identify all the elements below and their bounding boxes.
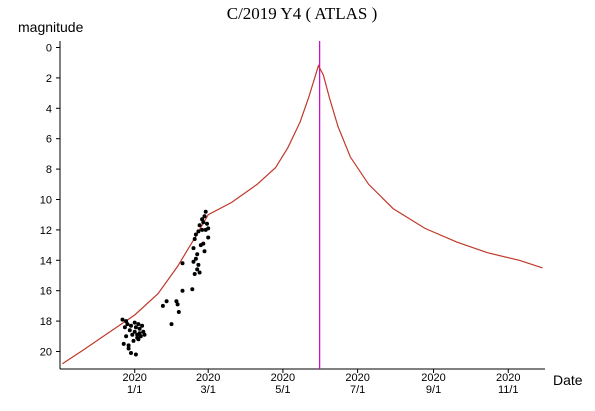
x-tick-label-date: 9/1 xyxy=(426,384,441,396)
observation-point xyxy=(197,223,202,228)
observation-point xyxy=(142,332,147,337)
observation-point xyxy=(206,226,211,231)
observation-point xyxy=(140,323,145,328)
observation-point xyxy=(201,241,206,246)
x-tick-label-date: 7/1 xyxy=(350,384,365,396)
predicted-magnitude-curve xyxy=(62,64,543,365)
x-tick-label-year: 2020 xyxy=(421,372,445,384)
y-tick-label: 0 xyxy=(46,43,52,55)
x-axis-label: Date xyxy=(553,372,583,388)
observation-point xyxy=(141,329,146,334)
observation-point xyxy=(192,237,197,241)
observation-point xyxy=(132,320,137,325)
observation-point xyxy=(193,232,198,237)
observation-point xyxy=(120,317,125,322)
y-tick-label: 14 xyxy=(40,255,52,267)
x-ticks: 20201/120203/120205/120207/120209/120201… xyxy=(122,369,520,396)
y-tick-label: 16 xyxy=(40,286,52,298)
x-tick-label-date: 3/1 xyxy=(201,384,216,396)
observation-point xyxy=(133,352,138,357)
observation-point xyxy=(200,227,205,232)
observation-point xyxy=(129,323,133,328)
observation-point xyxy=(202,249,207,254)
observation-point xyxy=(195,267,200,272)
observation-point xyxy=(192,272,197,276)
observation-point xyxy=(205,221,209,226)
observation-point xyxy=(121,341,126,346)
observation-point xyxy=(136,337,141,342)
observation-point xyxy=(124,319,129,324)
observation-point xyxy=(124,334,129,339)
observation-point xyxy=(196,262,201,267)
x-tick-label-year: 2020 xyxy=(345,372,369,384)
observation-point xyxy=(175,302,180,307)
observation-point xyxy=(122,325,127,330)
observation-point xyxy=(137,326,142,331)
y-tick-label: 10 xyxy=(40,195,52,207)
x-tick-label-date: 1/1 xyxy=(127,384,142,396)
observation-point xyxy=(164,299,169,304)
x-tick-label-date: 5/1 xyxy=(275,384,290,396)
observation-point xyxy=(191,246,196,251)
observation-point xyxy=(200,217,205,222)
x-tick-label-date: 11/1 xyxy=(498,384,519,396)
observation-point xyxy=(127,328,132,333)
series-layer xyxy=(62,41,543,369)
y-ticks: 0 2 4 6 8 10 12 14 16 18 20 xyxy=(40,43,60,359)
observation-point xyxy=(131,338,136,343)
observation-point xyxy=(136,322,141,327)
observation-point xyxy=(138,334,143,339)
y-tick-label: 20 xyxy=(40,347,52,359)
observation-point xyxy=(174,299,179,304)
observation-point xyxy=(180,261,185,266)
observation-point xyxy=(180,288,185,293)
observation-point xyxy=(160,303,165,308)
axes xyxy=(59,41,545,370)
observation-point xyxy=(137,331,142,336)
observation-point xyxy=(193,256,198,261)
y-tick-label: 18 xyxy=(40,316,52,328)
observation-point xyxy=(203,209,208,214)
y-tick-label: 6 xyxy=(46,134,52,146)
y-tick-label: 8 xyxy=(46,164,52,176)
observation-point xyxy=(126,346,131,351)
observation-point xyxy=(201,220,206,225)
x-tick-label-year: 2020 xyxy=(271,372,295,384)
observation-point xyxy=(202,214,207,219)
y-tick-label: 2 xyxy=(46,73,52,85)
observation-point xyxy=(176,310,181,314)
observation-point xyxy=(125,322,130,327)
y-tick-label: 12 xyxy=(40,225,52,237)
x-tick-label-year: 2020 xyxy=(496,372,520,384)
observation-point xyxy=(129,351,133,355)
observation-point xyxy=(169,322,174,327)
chart-title: C/2019 Y4 ( ATLAS ) xyxy=(227,4,378,23)
observation-point xyxy=(197,270,202,275)
observation-point xyxy=(190,287,195,292)
observation-point xyxy=(132,329,137,334)
x-tick-label-year: 2020 xyxy=(122,372,146,384)
observation-point xyxy=(206,235,211,240)
observation-point xyxy=(133,325,138,330)
y-axis-label: magnitude xyxy=(18,19,84,35)
observation-point xyxy=(195,252,200,257)
x-tick-label-year: 2020 xyxy=(196,372,220,384)
observation-point xyxy=(191,259,196,264)
y-tick-label: 4 xyxy=(46,103,52,115)
observation-point xyxy=(126,343,131,348)
observation-point xyxy=(196,229,201,234)
observation-point xyxy=(130,332,135,337)
